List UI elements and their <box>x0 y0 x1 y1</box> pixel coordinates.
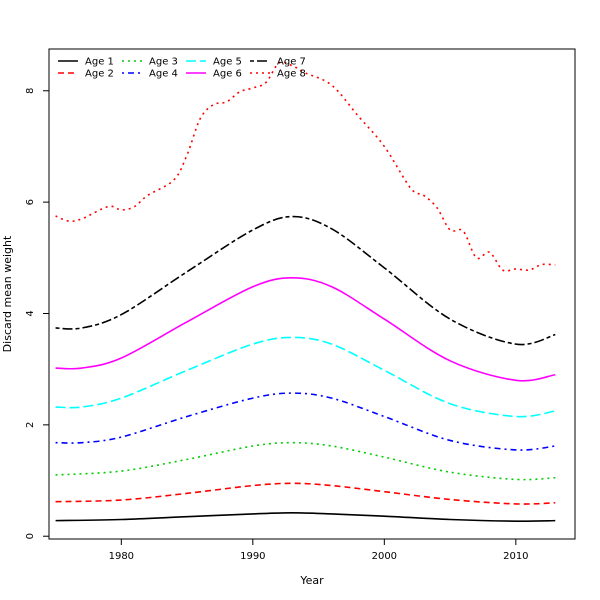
x-tick-label: 1980 <box>109 551 134 562</box>
x-axis: 1980 1990 2000 2010 <box>109 539 529 562</box>
y-tick-label: 6 <box>25 199 36 205</box>
series-line-age-1 <box>55 512 556 523</box>
legend-label-age-3: Age 3 <box>149 57 178 68</box>
series-line-age-7 <box>55 215 556 346</box>
series-line-age-5 <box>55 336 556 418</box>
legend-label-age-8: Age 8 <box>277 69 306 80</box>
x-tick-label: 2010 <box>503 551 528 562</box>
y-tick-label: 0 <box>25 533 36 539</box>
y-axis: 0 2 4 6 8 <box>25 88 49 539</box>
series-line-age-3 <box>55 441 556 481</box>
x-tick-label: 2000 <box>372 551 397 562</box>
legend-label-age-6: Age 6 <box>213 69 242 80</box>
series-line-age-2 <box>55 482 556 505</box>
y-tick-label: 2 <box>25 422 36 428</box>
series-line-age-6 <box>55 277 556 382</box>
legend-label-age-7: Age 7 <box>277 57 306 68</box>
plot-area-border <box>48 48 576 540</box>
y-tick-label: 8 <box>25 88 36 94</box>
legend-label-age-5: Age 5 <box>213 57 242 68</box>
series-lines <box>55 61 556 523</box>
legend-label-age-2: Age 2 <box>85 69 114 80</box>
y-tick-label: 4 <box>25 310 36 316</box>
legend-label-age-1: Age 1 <box>85 57 114 68</box>
x-axis-label: Year <box>299 574 324 587</box>
series-line-age-4 <box>55 392 556 451</box>
y-axis-label: Discard mean weight <box>1 235 14 352</box>
x-tick-label: 1990 <box>240 551 265 562</box>
legend-label-age-4: Age 4 <box>149 69 178 80</box>
series-line-age-8 <box>55 61 556 272</box>
